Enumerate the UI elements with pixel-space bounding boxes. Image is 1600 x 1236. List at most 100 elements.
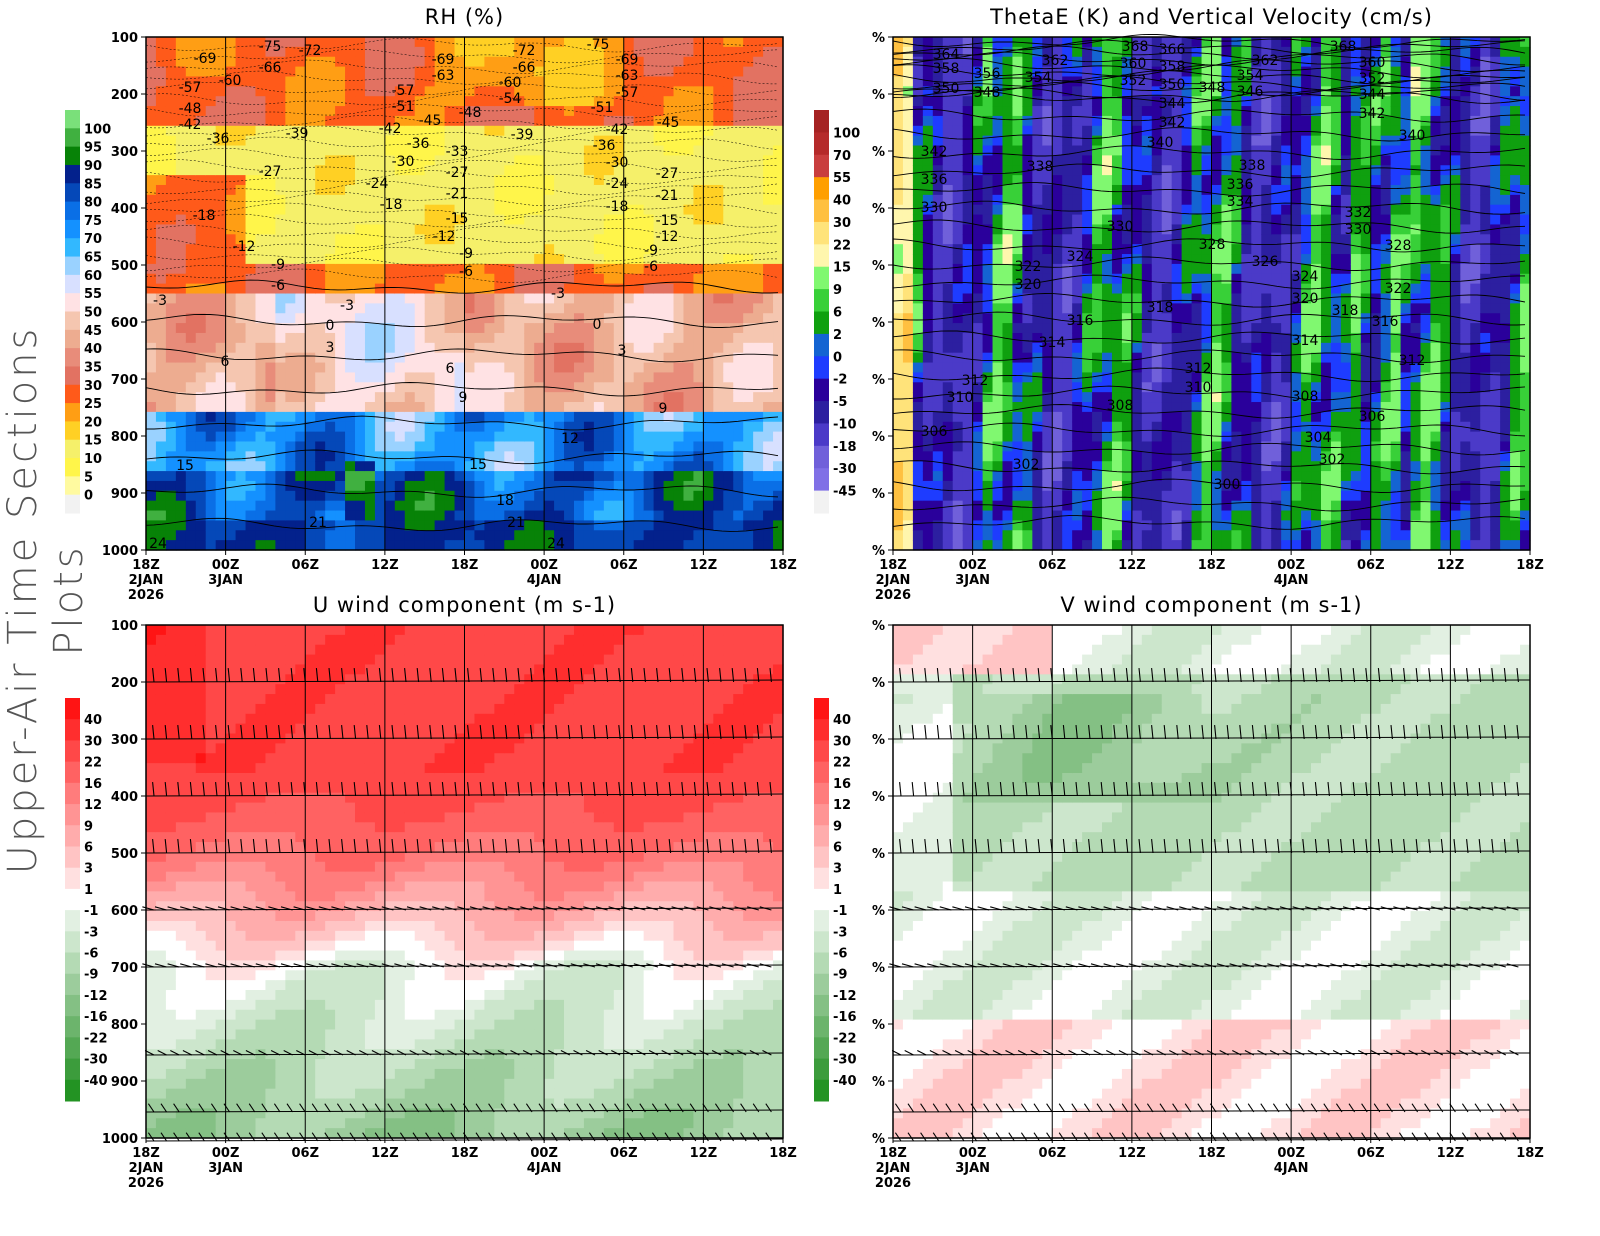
field-cell bbox=[1152, 530, 1163, 540]
field-cell bbox=[723, 274, 734, 284]
field-cell bbox=[1022, 343, 1033, 353]
field-cell bbox=[315, 146, 326, 156]
field-cell bbox=[226, 155, 237, 165]
field-cell bbox=[355, 303, 366, 313]
field-cell bbox=[933, 294, 944, 304]
field-cell bbox=[1112, 382, 1123, 392]
field-cell bbox=[305, 175, 316, 185]
field-cell bbox=[226, 37, 237, 47]
field-cell bbox=[1032, 185, 1043, 195]
field-cell bbox=[584, 165, 595, 175]
field-cell bbox=[1082, 215, 1093, 225]
field-cell bbox=[634, 461, 645, 471]
field-cell bbox=[564, 372, 575, 382]
field-cell bbox=[415, 392, 426, 402]
field-cell bbox=[624, 491, 635, 501]
field-cell bbox=[156, 155, 167, 165]
field-cell bbox=[544, 501, 555, 511]
field-cell bbox=[156, 86, 167, 96]
field-cell bbox=[435, 294, 446, 304]
field-cell bbox=[1112, 343, 1123, 353]
field-cell bbox=[255, 333, 266, 343]
field-cell bbox=[335, 155, 346, 165]
field-cell bbox=[325, 422, 336, 432]
field-cell bbox=[983, 294, 994, 304]
field-cell bbox=[1032, 392, 1043, 402]
field-cell bbox=[933, 254, 944, 264]
field-cell bbox=[335, 274, 346, 284]
contour-label: -21 bbox=[656, 188, 679, 204]
field-cell bbox=[753, 530, 764, 540]
field-cell bbox=[1002, 165, 1013, 175]
field-cell bbox=[584, 274, 595, 284]
field-cell bbox=[773, 323, 784, 333]
field-cell bbox=[395, 47, 406, 57]
field-cell bbox=[773, 372, 784, 382]
field-cell bbox=[325, 57, 336, 67]
field-cell bbox=[654, 451, 665, 461]
field-cell bbox=[524, 491, 535, 501]
field-cell bbox=[295, 234, 306, 244]
field-cell bbox=[355, 106, 366, 116]
field-cell bbox=[246, 254, 257, 264]
field-cell bbox=[1072, 530, 1083, 540]
field-cell bbox=[405, 422, 416, 432]
field-cell bbox=[624, 333, 635, 343]
field-cell bbox=[345, 461, 356, 471]
field-cell bbox=[455, 333, 466, 343]
field-cell bbox=[1142, 481, 1153, 491]
field-cell bbox=[664, 37, 675, 47]
field-cell bbox=[1112, 264, 1123, 274]
field-cell bbox=[664, 333, 675, 343]
field-cell bbox=[1102, 234, 1113, 244]
field-cell bbox=[415, 372, 426, 382]
field-cell bbox=[1162, 264, 1173, 274]
field-cell bbox=[216, 96, 227, 106]
field-cell bbox=[484, 530, 495, 540]
field-cell bbox=[763, 501, 774, 511]
field-cell bbox=[1112, 313, 1123, 323]
field-cell bbox=[355, 37, 366, 47]
field-cell bbox=[644, 481, 655, 491]
field-cell bbox=[654, 491, 665, 501]
field-cell bbox=[206, 333, 217, 343]
field-cell bbox=[375, 155, 386, 165]
field-cell bbox=[494, 205, 505, 215]
field-cell bbox=[216, 254, 227, 264]
field-cell bbox=[365, 146, 376, 156]
field-cell bbox=[474, 382, 485, 392]
field-cell bbox=[514, 116, 525, 126]
field-cell bbox=[196, 224, 207, 234]
field-cell bbox=[564, 254, 575, 264]
field-cell bbox=[933, 284, 944, 294]
field-cell bbox=[614, 392, 625, 402]
field-cell bbox=[674, 67, 685, 77]
field-cell bbox=[524, 540, 535, 550]
field-cell bbox=[405, 382, 416, 392]
field-cell bbox=[196, 441, 207, 451]
field-cell bbox=[1042, 402, 1053, 412]
field-cell bbox=[285, 412, 296, 422]
field-cell bbox=[584, 333, 595, 343]
field-cell bbox=[405, 501, 416, 511]
field-cell bbox=[474, 402, 485, 412]
field-cell bbox=[564, 471, 575, 481]
field-cell bbox=[1112, 451, 1123, 461]
field-cell bbox=[1032, 106, 1043, 116]
field-cell bbox=[713, 96, 724, 106]
field-cell bbox=[554, 165, 565, 175]
field-cell bbox=[574, 254, 585, 264]
field-cell bbox=[733, 481, 744, 491]
field-cell bbox=[923, 540, 934, 550]
field-cell bbox=[723, 412, 734, 422]
field-cell bbox=[295, 146, 306, 156]
field-cell bbox=[763, 47, 774, 57]
field-cell bbox=[703, 86, 714, 96]
field-cell bbox=[763, 146, 774, 156]
field-cell bbox=[1162, 244, 1173, 254]
field-cell bbox=[465, 323, 476, 333]
field-cell bbox=[285, 303, 296, 313]
colorbar-box bbox=[65, 495, 80, 514]
field-cell bbox=[693, 402, 704, 412]
field-cell bbox=[265, 343, 276, 353]
